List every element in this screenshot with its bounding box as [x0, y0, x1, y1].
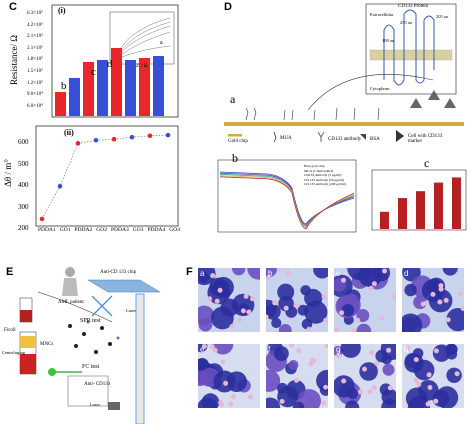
label-fc-test: FC test	[82, 364, 100, 370]
yticks-ii: 600 500 400 300 200	[18, 138, 29, 232]
y-axis-label-i: Resistance/ Ω	[9, 35, 19, 85]
label-laser-2: Laser	[90, 402, 100, 407]
delta-theta-line	[41, 134, 169, 220]
panel-label-c: C	[9, 1, 17, 13]
micrograph-a: a	[198, 268, 260, 332]
micrograph-d: d	[402, 268, 464, 332]
aa-label-205: 205 aa	[436, 14, 448, 19]
legend-cell: Cell with CD133 marker	[408, 134, 443, 144]
micrograph-c: c	[334, 268, 396, 332]
extracellular-label: Extracellular	[370, 12, 394, 17]
panel-c: C (i) Resistance/ Ω 6.3×10⁵ 4.2×10⁵ 2.1×10…	[0, 0, 182, 236]
resistance-bar-3	[97, 60, 108, 116]
micrograph-label: e	[200, 345, 205, 354]
cell-bar-3	[434, 182, 443, 229]
resistance-bar-0	[55, 92, 66, 116]
micrograph-label: b	[268, 269, 273, 278]
delta-theta-point-5	[129, 134, 135, 140]
micrograph-label: f	[268, 345, 271, 354]
delta-theta-point-7	[165, 132, 171, 138]
legend-bsa: BSA	[370, 137, 380, 142]
resistance-bar-1	[69, 78, 80, 116]
cell-bar-2	[416, 191, 425, 229]
micrograph-f: f	[266, 344, 328, 408]
cytoplasm-label: Cytoplasm	[370, 86, 390, 91]
inset-curve-label: a	[160, 40, 163, 46]
micrograph-g: g	[334, 344, 396, 408]
cell-bar-4	[452, 177, 461, 229]
cell-bar-1	[398, 198, 407, 229]
resistance-bar-7	[153, 56, 164, 116]
yticks-i: 6.3×10⁵ 4.2×10⁵ 2.1×10⁵ 2.1×10⁵ 1.8×10⁵ 1.5×…	[27, 11, 43, 109]
micrograph-label: g	[336, 345, 341, 354]
sub-label-b: b	[232, 151, 238, 165]
label-aml-patient: AML patient	[58, 300, 84, 305]
micrograph-label: c	[336, 269, 340, 278]
delta-theta-point-6	[147, 133, 153, 139]
spr-curves	[219, 171, 355, 230]
panel-label-f: F	[186, 266, 193, 278]
inset-xlabel: Z' / Ω	[136, 64, 148, 69]
micrograph-label: h	[404, 345, 409, 354]
resistance-bar-6	[139, 58, 150, 116]
aa-label-108: 108 aa	[382, 38, 394, 43]
panel-label-d: D	[224, 1, 232, 13]
delta-theta-point-4	[111, 136, 117, 142]
sub-label-c: c	[424, 156, 430, 170]
aa-label-255: 255 aa	[400, 20, 412, 25]
label-anti-cd133-chip: Anti-CD 133 chip	[100, 270, 137, 275]
panel-d-graphics	[217, 3, 467, 233]
panel-label-e: E	[6, 266, 14, 278]
protein-title: CD133 Protein	[398, 4, 429, 9]
bar-letter-b: b	[61, 80, 67, 92]
label-centrifuging: Centrifuging	[2, 350, 25, 355]
panel-c-graphics	[35, 4, 179, 227]
xticks-ii: PDDA1 GO1 PDDA2 GO2 PDDA3 GO3 PDDA4 GO4	[38, 227, 180, 233]
cell-bar-0	[380, 211, 389, 229]
micrograph-b: b	[266, 268, 328, 332]
label-ficoll: Ficoll	[4, 328, 16, 333]
label-anti-cd133: Anti- CD133	[84, 382, 111, 387]
label-laser-1: Laser	[126, 308, 136, 313]
panel-f: F a b c d e f g h	[186, 262, 474, 424]
delta-theta-point-0	[39, 216, 45, 222]
micrograph-label: d	[404, 269, 409, 278]
delta-theta-point-3	[93, 137, 99, 143]
legend-antibody: CD133 antibody	[328, 137, 362, 142]
bar-letter-c: c	[91, 66, 96, 78]
spr-curve-4	[219, 176, 355, 230]
sub-label-ii: (ii)	[64, 128, 74, 137]
panel-e-graphics	[19, 267, 161, 425]
sub-label-a: a	[230, 92, 236, 106]
sub-label-i: (i)	[58, 6, 66, 15]
micrograph-label: a	[200, 269, 205, 278]
d-bars-group	[380, 177, 461, 229]
bars-group	[55, 48, 164, 116]
resistance-bar-4	[111, 48, 122, 116]
label-mncs: MNCs	[40, 342, 54, 347]
spr-legend: Bare gold chip MUA (1 mmol/dm3) CD133 anti…	[304, 164, 346, 186]
micrograph-e: e	[198, 344, 260, 408]
panel-d: D CD133 Protein Extracellular Cytoplasm …	[188, 0, 474, 250]
legend-gold: Gold chip	[228, 139, 248, 144]
resistance-bar-5	[125, 60, 136, 116]
bar-letter-d: d	[107, 58, 113, 70]
delta-theta-point-2	[75, 141, 81, 146]
label-spr-test: SPR test	[80, 318, 101, 324]
micrograph-h: h	[402, 344, 464, 408]
y-axis-label-ii: Δθ / m°	[3, 159, 13, 187]
resistance-bar-2	[83, 62, 94, 116]
panel-e: E AML patient Anti-CD 133 chip SPR test …	[0, 262, 178, 425]
delta-theta-point-1	[57, 183, 63, 189]
legend-mua: MUA	[280, 136, 292, 141]
